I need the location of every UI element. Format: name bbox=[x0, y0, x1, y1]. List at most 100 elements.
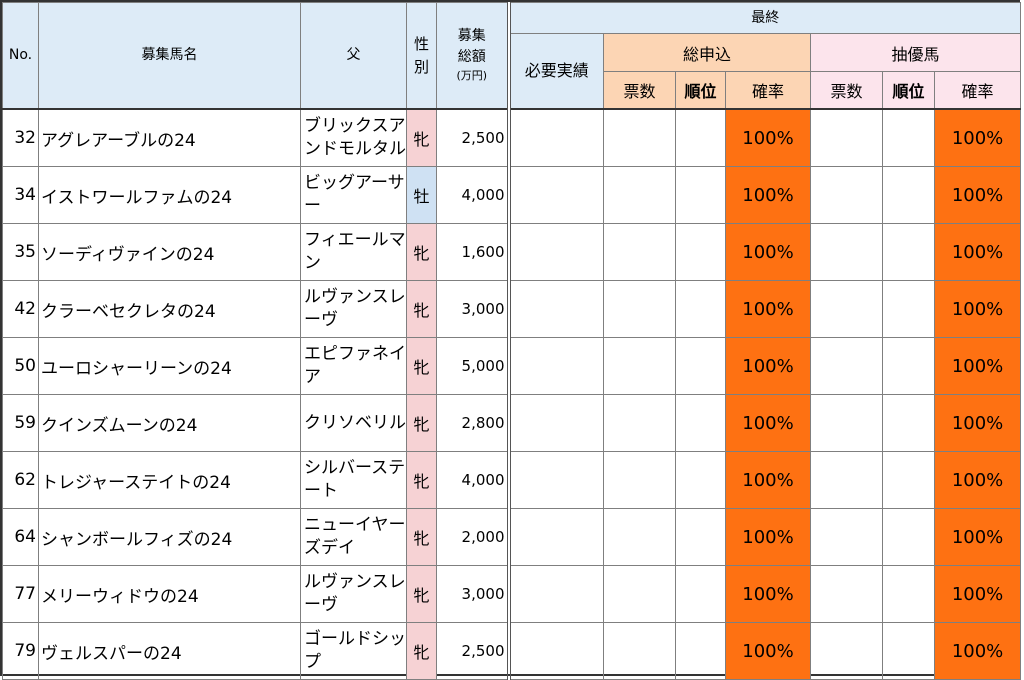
row-total-rank bbox=[675, 166, 726, 224]
row-total-votes bbox=[603, 622, 676, 680]
table-row: 35 ソーディヴァインの24 フィエールマン牝 1,600 100% 100% bbox=[2, 223, 1022, 281]
row-amount: 2,500 bbox=[436, 622, 509, 680]
row-no: 32 bbox=[2, 108, 39, 167]
row-pref-probability: 100% bbox=[933, 223, 1022, 281]
row-amount: 2,000 bbox=[436, 508, 509, 566]
header-pref-votes: 票数 bbox=[810, 71, 883, 110]
row-pref-votes bbox=[810, 337, 883, 395]
row-no: 34 bbox=[2, 166, 39, 224]
row-total-rank bbox=[675, 337, 726, 395]
row-required bbox=[506, 565, 604, 623]
row-total-votes bbox=[603, 108, 676, 167]
row-total-probability: 100% bbox=[725, 108, 811, 167]
row-pref-rank bbox=[882, 166, 935, 224]
row-sex: 牝 bbox=[406, 280, 437, 338]
row-sex: 牝 bbox=[406, 565, 437, 623]
header-required: 必要実績 bbox=[506, 33, 604, 110]
row-sire: シルバーステート bbox=[300, 451, 407, 509]
row-horse-name: クインズムーンの24 bbox=[38, 394, 301, 452]
row-amount: 3,000 bbox=[436, 565, 509, 623]
row-pref-rank bbox=[882, 223, 935, 281]
row-pref-rank bbox=[882, 451, 935, 509]
row-total-votes bbox=[603, 508, 676, 566]
row-no: 50 bbox=[2, 337, 39, 395]
row-pref-rank bbox=[882, 394, 935, 452]
row-amount: 1,600 bbox=[436, 223, 509, 281]
row-horse-name: アグレアーブルの24 bbox=[38, 108, 301, 167]
row-pref-rank bbox=[882, 565, 935, 623]
row-no: 77 bbox=[2, 565, 39, 623]
row-total-probability: 100% bbox=[725, 451, 811, 509]
row-pref-votes bbox=[810, 622, 883, 680]
header-total-apply: 総申込 bbox=[603, 33, 811, 72]
row-required bbox=[506, 508, 604, 566]
row-required bbox=[506, 622, 604, 680]
row-horse-name: ユーロシャーリーンの24 bbox=[38, 337, 301, 395]
table-row: 32 アグレアーブルの24 ブリックスアンドモルタル牝 2,500 100% 100% bbox=[2, 108, 1022, 167]
row-total-probability: 100% bbox=[725, 166, 811, 224]
header-amount-line1: 募集 bbox=[457, 28, 486, 45]
row-amount: 2,500 bbox=[436, 108, 509, 167]
row-total-rank bbox=[675, 280, 726, 338]
row-pref-rank bbox=[882, 108, 935, 167]
row-sex: 牝 bbox=[406, 508, 437, 566]
row-required bbox=[506, 394, 604, 452]
header-final: 最終 bbox=[506, 2, 1022, 34]
row-required bbox=[506, 280, 604, 338]
table-row: 42 クラーベセクレタの24 ルヴァンスレーヴ牝 3,000 100% 100% bbox=[2, 280, 1022, 338]
row-total-rank bbox=[675, 622, 726, 680]
row-sex: 牝 bbox=[406, 394, 437, 452]
row-sex: 牝 bbox=[406, 451, 437, 509]
row-amount: 2,800 bbox=[436, 394, 509, 452]
row-total-probability: 100% bbox=[725, 280, 811, 338]
row-total-votes bbox=[603, 451, 676, 509]
row-sex: 牝 bbox=[406, 337, 437, 395]
header-sire: 父 bbox=[300, 2, 407, 110]
row-sex: 牝 bbox=[406, 223, 437, 281]
row-pref-votes bbox=[810, 394, 883, 452]
table-row: 64 シャンボールフィズの24 ニューイヤーズデイ牝 2,000 100% 100% bbox=[2, 508, 1022, 566]
row-pref-rank bbox=[882, 337, 935, 395]
row-total-rank bbox=[675, 451, 726, 509]
row-total-probability: 100% bbox=[725, 223, 811, 281]
header-horse-name: 募集馬名 bbox=[38, 2, 301, 110]
row-horse-name: トレジャーステイトの24 bbox=[38, 451, 301, 509]
row-required bbox=[506, 337, 604, 395]
row-amount: 4,000 bbox=[436, 451, 509, 509]
table-row: 79 ヴェルスパーの24 ゴールドシップ牝 2,500 100% 100% bbox=[2, 622, 1022, 680]
table-row: 50 ユーロシャーリーンの24 エピファネイア牝 5,000 100% 100% bbox=[2, 337, 1022, 395]
row-total-probability: 100% bbox=[725, 565, 811, 623]
row-total-probability: 100% bbox=[725, 337, 811, 395]
row-pref-probability: 100% bbox=[933, 565, 1022, 623]
row-pref-votes bbox=[810, 223, 883, 281]
row-total-votes bbox=[603, 394, 676, 452]
table-row: 77 メリーウィドウの24 ルヴァンスレーヴ牝 3,000 100% 100% bbox=[2, 565, 1022, 623]
row-total-rank bbox=[675, 223, 726, 281]
header-total-rank: 順位 bbox=[675, 71, 726, 110]
row-total-votes bbox=[603, 565, 676, 623]
row-pref-probability: 100% bbox=[933, 622, 1022, 680]
row-horse-name: シャンボールフィズの24 bbox=[38, 508, 301, 566]
row-no: 35 bbox=[2, 223, 39, 281]
row-total-votes bbox=[603, 166, 676, 224]
row-amount: 4,000 bbox=[436, 166, 509, 224]
row-required bbox=[506, 223, 604, 281]
row-pref-votes bbox=[810, 508, 883, 566]
header-pref-probability: 確率 bbox=[933, 71, 1022, 110]
row-pref-votes bbox=[810, 280, 883, 338]
row-horse-name: クラーベセクレタの24 bbox=[38, 280, 301, 338]
row-pref-rank bbox=[882, 622, 935, 680]
row-total-rank bbox=[675, 508, 726, 566]
row-no: 59 bbox=[2, 394, 39, 452]
row-pref-probability: 100% bbox=[933, 166, 1022, 224]
row-horse-name: イストワールファムの24 bbox=[38, 166, 301, 224]
table-row: 34 イストワールファムの24 ビッグアーサー牡 4,000 100% 100% bbox=[2, 166, 1022, 224]
header-sex-text: 性別 bbox=[413, 35, 429, 76]
row-pref-votes bbox=[810, 451, 883, 509]
row-pref-probability: 100% bbox=[933, 337, 1022, 395]
row-sire: クリソベリル bbox=[300, 394, 407, 452]
row-no: 79 bbox=[2, 622, 39, 680]
header-no: No. bbox=[2, 2, 39, 110]
row-pref-votes bbox=[810, 166, 883, 224]
